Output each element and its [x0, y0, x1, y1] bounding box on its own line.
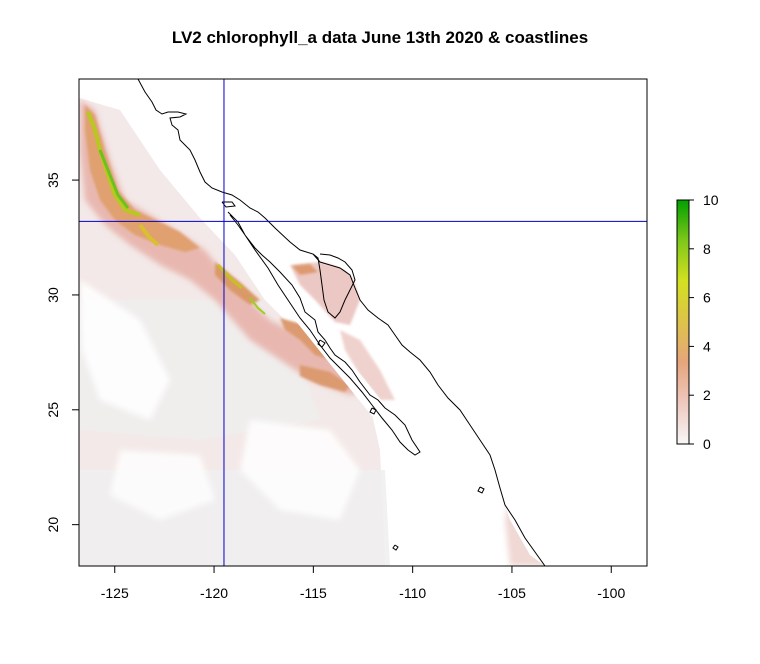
coastline-gulf	[312, 253, 356, 319]
x-tick-label: -100	[597, 585, 625, 601]
plot-frame	[78, 78, 648, 567]
chlorophyll-field	[79, 79, 647, 566]
coastal-high	[86, 111, 141, 217]
colorbar-tick-label: 4	[703, 338, 711, 354]
x-tick-label: -115	[300, 585, 327, 601]
cloud-gap	[240, 420, 360, 520]
coastlines	[137, 79, 546, 566]
gulf-bloom	[340, 330, 395, 400]
coastal-high	[249, 297, 266, 315]
colorbar-scale	[676, 199, 690, 445]
x-axis: -125 -120 -115 -110 -105 -100	[101, 566, 625, 601]
y-tick-label: 30	[45, 287, 61, 303]
colorbar-tick-label: 6	[703, 290, 711, 306]
x-tick-label: -105	[498, 585, 526, 601]
coastline-islands	[369, 407, 377, 415]
x-tick-label: -120	[200, 585, 228, 601]
coastline-baja-west	[227, 211, 421, 456]
page-title: LV2 chlorophyll_a data June 13th 2020 & …	[171, 28, 589, 47]
colorbar-tick-label: 0	[703, 436, 711, 452]
coastal-high	[98, 149, 130, 209]
coastal-bloom-strong	[280, 318, 330, 360]
gulf-bloom-strong	[292, 264, 318, 275]
gulf-bloom	[290, 262, 360, 325]
y-tick-label: 25	[45, 402, 61, 418]
y-axis: 20 25 30 35	[45, 172, 79, 532]
coastline-islands	[317, 339, 326, 348]
colorbar-tick-label: 10	[703, 192, 719, 208]
cloud-gap	[80, 280, 170, 420]
y-tick-label: 20	[45, 517, 61, 533]
x-tick-label: -125	[101, 585, 129, 601]
x-tick-label: -110	[399, 585, 426, 601]
cloud-gap	[110, 450, 215, 520]
coastal-bloom-strong	[85, 105, 200, 252]
coastline-islands	[392, 544, 399, 551]
coastline-islands	[477, 486, 485, 494]
coastal-high	[138, 223, 160, 247]
coastal-high	[216, 263, 243, 290]
colorbar: 0 2 4 6 8 10	[676, 192, 719, 452]
coastal-bloom-strong	[300, 365, 350, 392]
colorbar-tick-label: 2	[703, 387, 711, 403]
reference-lines	[79, 79, 647, 566]
coastline-channel-island	[221, 201, 236, 208]
y-tick-label: 35	[45, 172, 61, 188]
colorbar-tick-label: 8	[703, 241, 711, 257]
land-mainland	[138, 79, 647, 566]
